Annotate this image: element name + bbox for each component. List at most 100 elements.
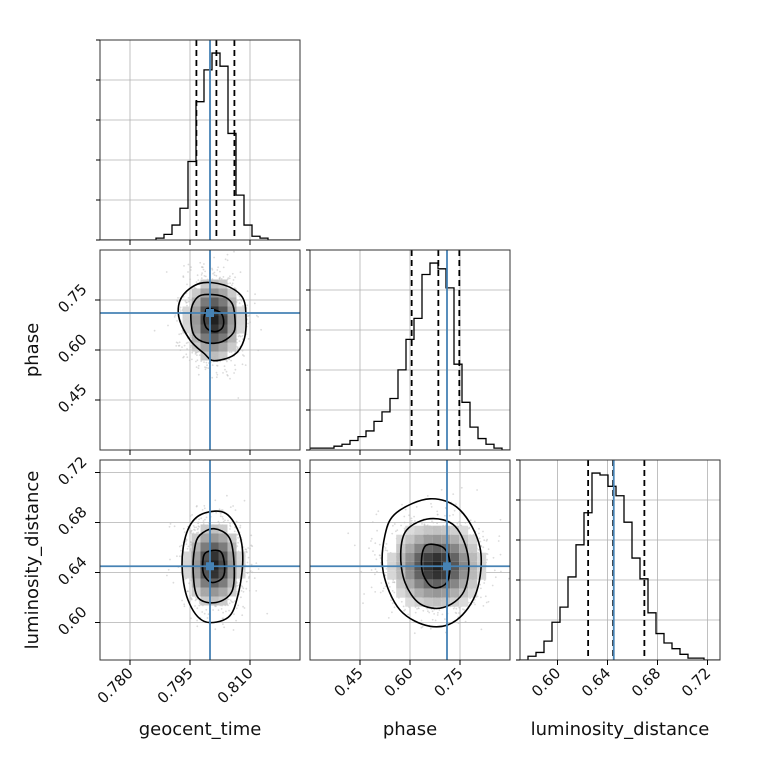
density-cell <box>191 288 201 298</box>
scatter-point <box>253 577 256 579</box>
density-cell <box>423 525 433 535</box>
scatter-point <box>379 557 382 559</box>
scatter-point <box>203 612 206 615</box>
density-cell <box>182 560 192 570</box>
scatter-point <box>179 349 182 351</box>
density-cell <box>200 533 210 543</box>
scatter-point <box>200 517 203 520</box>
density-cell <box>450 525 460 535</box>
scatter-point <box>185 543 188 545</box>
density-cell <box>218 342 228 352</box>
scatter-point <box>385 543 388 545</box>
scatter-point <box>183 344 186 347</box>
scatter-point <box>216 373 219 376</box>
contour-level-3 <box>181 510 244 624</box>
scatter-point <box>413 515 415 518</box>
grid <box>520 460 720 660</box>
scatter-point <box>178 555 181 558</box>
scatter-point <box>203 275 206 277</box>
density-cell <box>468 588 478 598</box>
scatter-point <box>190 597 193 600</box>
density-cell <box>468 552 478 562</box>
y-axis-label-phase: phase <box>22 323 43 377</box>
density-cell <box>432 525 442 535</box>
scatter-point <box>222 623 224 625</box>
scatter-point <box>436 513 439 516</box>
density-cell <box>218 297 228 307</box>
scatter-point <box>421 523 423 525</box>
scatter-point <box>219 270 221 273</box>
scatter-point <box>195 281 198 283</box>
scatter-point <box>202 268 205 271</box>
scatter-point <box>203 263 205 265</box>
density-cell <box>200 569 210 579</box>
scatter-point <box>438 609 441 611</box>
scatter-point <box>485 540 488 542</box>
scatter-point <box>390 599 392 601</box>
density-cell <box>441 534 451 544</box>
scatter-point <box>391 602 394 605</box>
scatter-point <box>229 525 232 528</box>
scatter-point <box>242 590 245 593</box>
scatter-point <box>231 282 234 285</box>
scatter-point <box>241 614 244 617</box>
scatter-point <box>452 607 455 610</box>
scatter-point <box>186 547 189 550</box>
scatter-point <box>249 321 252 324</box>
density-cell <box>459 570 469 580</box>
density-cell <box>236 569 246 579</box>
scatter-point <box>235 619 238 622</box>
scatter-point <box>480 544 483 547</box>
density-panel-geocent-time-vs-luminosity-distance <box>100 460 300 660</box>
scatter-point <box>473 601 475 604</box>
scatter-point <box>387 617 390 619</box>
scatter-point <box>497 540 500 542</box>
scatter-point <box>185 538 188 540</box>
scatter-point <box>229 599 232 602</box>
scatter-point <box>169 523 172 525</box>
scatter-point <box>224 519 226 522</box>
scatter-point <box>197 373 200 376</box>
scatter-point <box>436 614 439 616</box>
scatter-point <box>178 308 181 311</box>
density-cell <box>218 587 228 597</box>
scatter-point <box>185 342 188 344</box>
scatter-point <box>187 263 190 266</box>
scatter-point <box>436 522 438 525</box>
density-cell <box>218 533 228 543</box>
density-cell <box>218 351 228 361</box>
scatter-point <box>230 351 233 353</box>
x-tick-label: 0.72 <box>678 664 714 700</box>
scatter-point <box>227 519 229 522</box>
grid <box>310 250 510 450</box>
scatter-point <box>437 611 439 614</box>
scatter-point <box>436 510 439 513</box>
scatter-point <box>191 351 194 354</box>
scatter-point <box>246 304 249 307</box>
density-cell <box>477 570 487 580</box>
scatter-point <box>232 629 235 631</box>
scatter-point <box>234 368 237 371</box>
scatter-point <box>243 499 246 502</box>
density-cell <box>218 288 228 298</box>
scatter-point <box>483 582 486 584</box>
scatter-point <box>426 495 429 497</box>
scatter-point <box>370 586 373 589</box>
scatter-point <box>217 520 220 523</box>
scatter-point <box>167 568 170 571</box>
scatter-point <box>370 540 372 542</box>
scatter-point <box>228 602 231 605</box>
scatter-point <box>211 364 214 366</box>
density-cell <box>209 596 219 606</box>
density-cell <box>209 297 219 307</box>
scatter-point <box>360 571 363 573</box>
scatter-point <box>197 522 200 525</box>
scatter-point <box>404 608 406 611</box>
scatter-point <box>153 329 156 332</box>
scatter-point <box>189 515 192 517</box>
density-cell <box>227 306 237 316</box>
scatter-point <box>491 584 494 587</box>
scatter-point <box>186 348 189 350</box>
scatter-point <box>234 509 237 511</box>
scatter-point <box>240 596 242 599</box>
